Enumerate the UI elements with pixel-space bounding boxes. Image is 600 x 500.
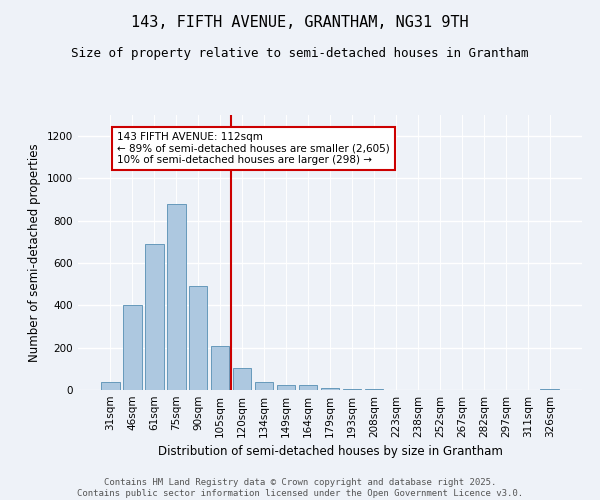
Bar xyxy=(233,368,251,390)
Text: 143 FIFTH AVENUE: 112sqm
← 89% of semi-detached houses are smaller (2,605)
10% o: 143 FIFTH AVENUE: 112sqm ← 89% of semi-d… xyxy=(117,132,389,165)
Bar xyxy=(167,204,185,390)
Bar xyxy=(189,286,208,390)
Bar xyxy=(211,346,229,390)
Bar xyxy=(101,382,119,390)
Text: 143, FIFTH AVENUE, GRANTHAM, NG31 9TH: 143, FIFTH AVENUE, GRANTHAM, NG31 9TH xyxy=(131,15,469,30)
Text: Size of property relative to semi-detached houses in Grantham: Size of property relative to semi-detach… xyxy=(71,48,529,60)
Bar xyxy=(299,384,317,390)
Y-axis label: Number of semi-detached properties: Number of semi-detached properties xyxy=(28,143,41,362)
X-axis label: Distribution of semi-detached houses by size in Grantham: Distribution of semi-detached houses by … xyxy=(158,446,502,458)
Bar xyxy=(123,306,142,390)
Bar xyxy=(343,389,361,390)
Bar xyxy=(320,388,340,390)
Text: Contains HM Land Registry data © Crown copyright and database right 2025.
Contai: Contains HM Land Registry data © Crown c… xyxy=(77,478,523,498)
Bar xyxy=(277,384,295,390)
Bar xyxy=(541,389,559,390)
Bar xyxy=(255,382,274,390)
Bar xyxy=(145,244,164,390)
